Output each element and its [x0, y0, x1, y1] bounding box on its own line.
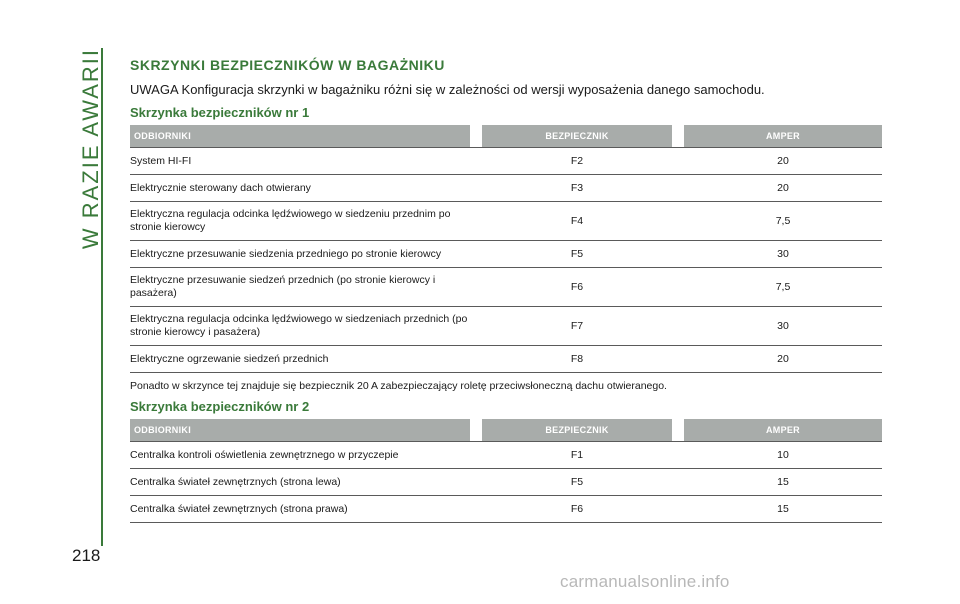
table2-header-gap: [470, 419, 482, 442]
load-cell: Elektryczna regulacja odcinka lędźwioweg…: [130, 306, 470, 346]
amp-cell: 30: [684, 306, 882, 346]
side-tab-rule: [101, 48, 103, 546]
table-row: Elektryczna regulacja odcinka lędźwioweg…: [130, 306, 882, 346]
table-row: Elektryczna regulacja odcinka lędźwioweg…: [130, 201, 882, 241]
amp-cell: 20: [684, 147, 882, 175]
table2-header-load: ODBIORNIKI: [130, 419, 470, 442]
fuse-cell: F6: [482, 267, 672, 307]
table1-title: Skrzynka bezpieczników nr 1: [130, 105, 310, 120]
table2-header-gap: [672, 419, 684, 442]
amp-cell: 20: [684, 345, 882, 373]
table-row: Centralka kontroli oświetlenia zewnętrzn…: [130, 441, 882, 469]
load-cell: Centralka świateł zewnętrznych (strona l…: [130, 468, 470, 496]
fuse-cell: F8: [482, 345, 672, 373]
table-row: Elektryczne przesuwanie siedzenia przedn…: [130, 240, 882, 268]
amp-cell: 20: [684, 174, 882, 202]
amp-cell: 30: [684, 240, 882, 268]
additional-fuse-note: Ponadto w skrzynce tej znajduje się bezp…: [130, 380, 667, 392]
table1-header-gap: [470, 125, 482, 148]
amp-cell: 15: [684, 468, 882, 496]
table1-header-row: ODBIORNIKI BEZPIECZNIK AMPER: [130, 125, 882, 148]
fuse-cell: F1: [482, 441, 672, 469]
fuse-cell: F4: [482, 201, 672, 241]
load-cell: Elektryczne przesuwanie siedzenia przedn…: [130, 240, 470, 268]
load-cell: Elektryczne ogrzewanie siedzeń przednich: [130, 345, 470, 373]
table-row: Centralka świateł zewnętrznych (strona p…: [130, 495, 882, 523]
table1-header-fuse: BEZPIECZNIK: [482, 125, 672, 148]
table-row: Elektrycznie sterowany dach otwierany F3…: [130, 174, 882, 202]
load-cell: Elektrycznie sterowany dach otwierany: [130, 174, 470, 202]
page-number: 218: [72, 546, 101, 565]
fuse-cell: F5: [482, 240, 672, 268]
table2-header-row: ODBIORNIKI BEZPIECZNIK AMPER: [130, 419, 882, 442]
fuse-table-1: ODBIORNIKI BEZPIECZNIK AMPER System HI-F…: [130, 125, 882, 373]
table2-header-amp: AMPER: [684, 419, 882, 442]
load-cell: Centralka świateł zewnętrznych (strona p…: [130, 495, 470, 523]
fuse-cell: F5: [482, 468, 672, 496]
table2-title: Skrzynka bezpieczników nr 2: [130, 399, 310, 414]
table1-header-amp: AMPER: [684, 125, 882, 148]
fuse-cell: F2: [482, 147, 672, 175]
amp-cell: 7,5: [684, 267, 882, 307]
amp-cell: 7,5: [684, 201, 882, 241]
table-row: System HI-FI F2 20: [130, 147, 882, 175]
table-row: Elektryczne przesuwanie siedzeń przednic…: [130, 267, 882, 307]
fuse-cell: F3: [482, 174, 672, 202]
watermark-text: carmanualsonline.info: [560, 572, 730, 591]
table2-header-fuse: BEZPIECZNIK: [482, 419, 672, 442]
table1-header-load: ODBIORNIKI: [130, 125, 470, 148]
fuse-cell: F6: [482, 495, 672, 523]
table-row: Elektryczne ogrzewanie siedzeń przednich…: [130, 345, 882, 373]
amp-cell: 15: [684, 495, 882, 523]
load-cell: Elektryczne przesuwanie siedzeń przednic…: [130, 267, 470, 307]
fuse-table-2: ODBIORNIKI BEZPIECZNIK AMPER Centralka k…: [130, 419, 882, 523]
page-content: SKRZYNKI BEZPIECZNIKÓW W BAGAŻNIKU UWAGA…: [130, 58, 882, 523]
amp-cell: 10: [684, 441, 882, 469]
load-cell: Elektryczna regulacja odcinka lędźwioweg…: [130, 201, 470, 241]
load-cell: Centralka kontroli oświetlenia zewnętrzn…: [130, 441, 470, 469]
configuration-note: UWAGA Konfiguracja skrzynki w bagażniku …: [130, 82, 765, 97]
fuse-cell: F7: [482, 306, 672, 346]
table1-header-gap: [672, 125, 684, 148]
table-row: Centralka świateł zewnętrznych (strona l…: [130, 468, 882, 496]
section-title: SKRZYNKI BEZPIECZNIKÓW W BAGAŻNIKU: [130, 57, 445, 73]
load-cell: System HI-FI: [130, 147, 470, 175]
